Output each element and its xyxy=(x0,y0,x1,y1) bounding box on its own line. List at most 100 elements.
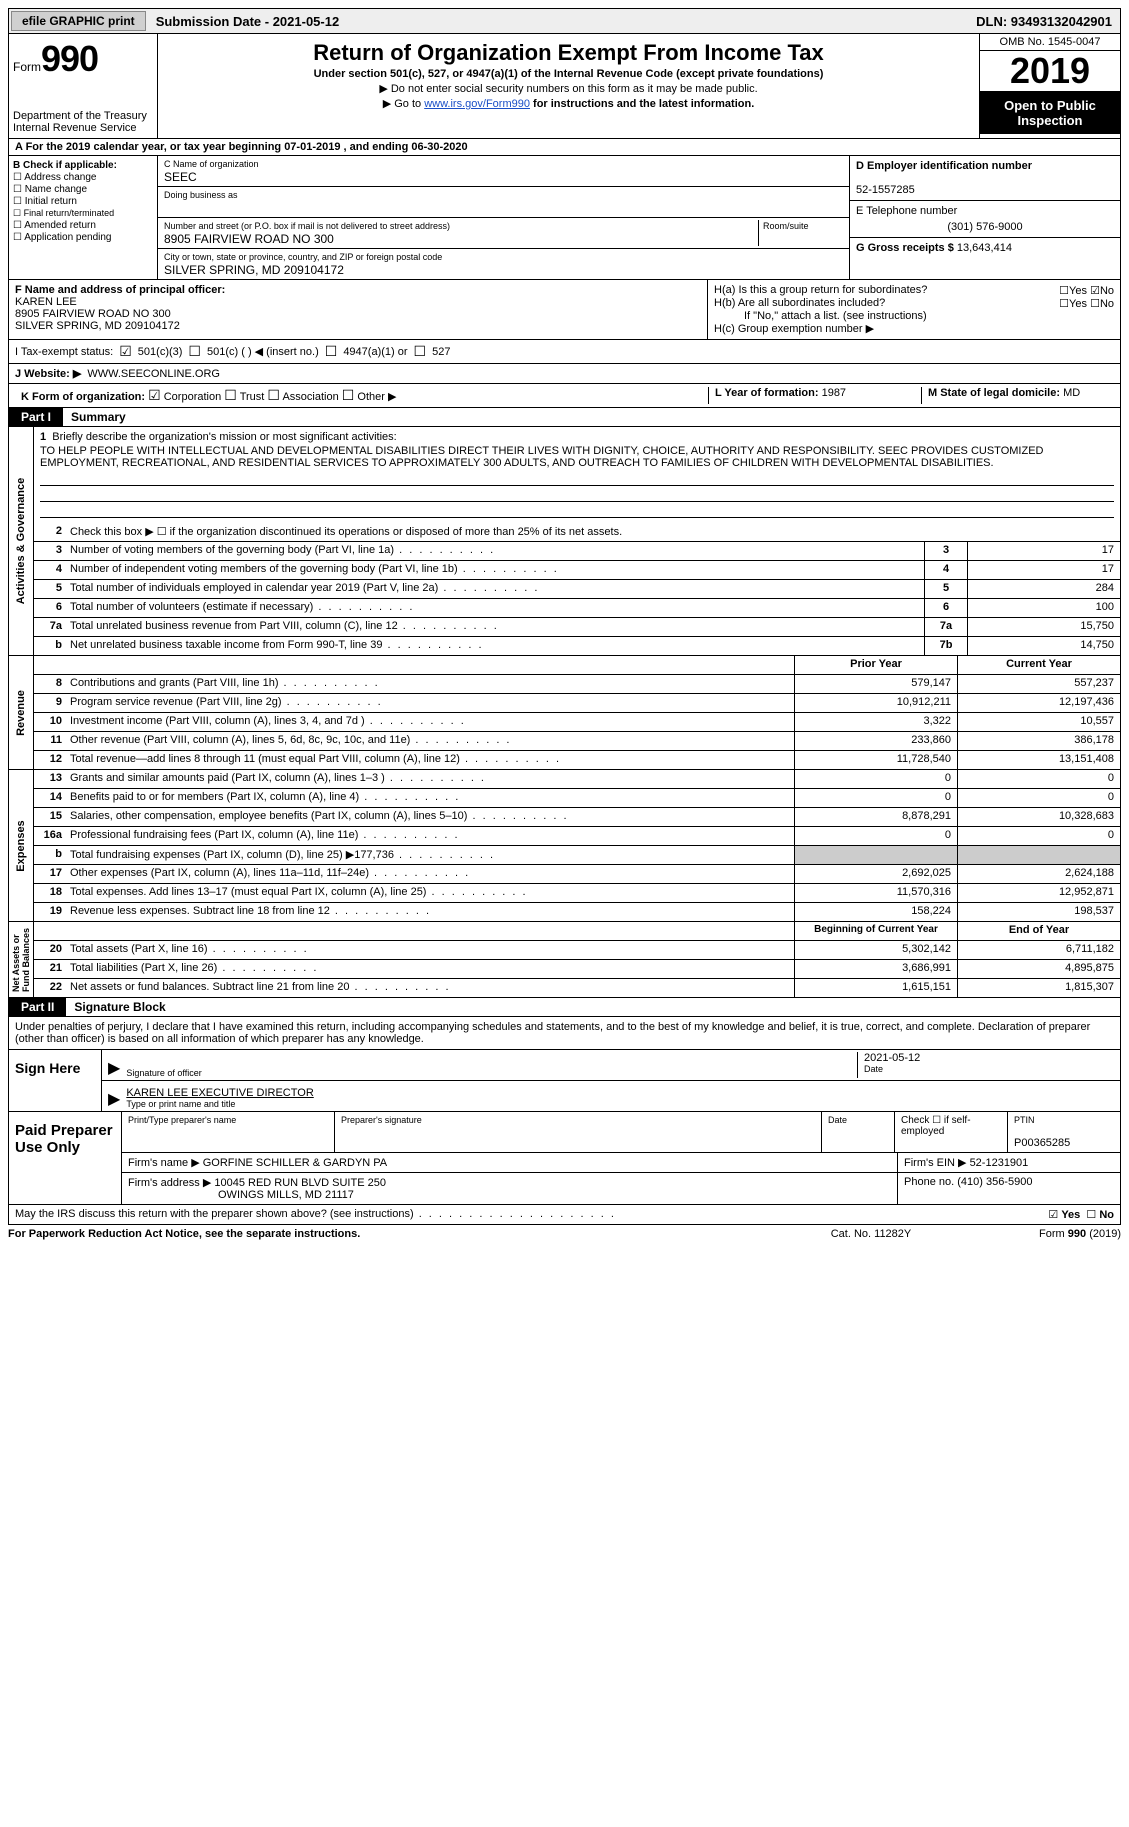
table-row: 11Other revenue (Part VIII, column (A), … xyxy=(34,732,1120,751)
box-h: H(a) Is this a group return for subordin… xyxy=(707,280,1120,339)
form-subtitle: Under section 501(c), 527, or 4947(a)(1)… xyxy=(166,68,971,80)
signature-block: Under penalties of perjury, I declare th… xyxy=(8,1017,1121,1112)
h-a-yes[interactable]: ☐Yes xyxy=(1059,284,1087,297)
form-title: Return of Organization Exempt From Incom… xyxy=(166,40,971,66)
firm-name-label: Firm's name ▶ xyxy=(128,1157,200,1169)
firm-name: GORFINE SCHILLER & GARDYN PA xyxy=(203,1157,387,1169)
cb-other[interactable]: ☐ xyxy=(342,387,355,403)
officer-addr2: SILVER SPRING, MD 209104172 xyxy=(15,320,180,332)
irs-link[interactable]: www.irs.gov/Form990 xyxy=(424,98,530,110)
table-row: 4Number of independent voting members of… xyxy=(34,561,1120,580)
table-row: 12Total revenue—add lines 8 through 11 (… xyxy=(34,751,1120,769)
firm-addr2: OWINGS MILLS, MD 21117 xyxy=(128,1189,354,1201)
tax-status-label: I Tax-exempt status: xyxy=(15,346,113,358)
table-row: 15Salaries, other compensation, employee… xyxy=(34,808,1120,827)
table-row: 13Grants and similar amounts paid (Part … xyxy=(34,770,1120,789)
fh-row: F Name and address of principal officer:… xyxy=(8,280,1121,340)
part2-tag: Part II xyxy=(9,998,66,1016)
footer-right: Form 990 (2019) xyxy=(971,1228,1121,1240)
city-label: City or town, state or province, country… xyxy=(164,252,442,262)
cb-501c3[interactable]: ☑ xyxy=(119,343,132,360)
table-row: 6Total number of volunteers (estimate if… xyxy=(34,599,1120,618)
box-l: L Year of formation: 1987 xyxy=(708,387,921,404)
org-name-label: C Name of organization xyxy=(164,159,259,169)
discuss-no[interactable]: ☐ No xyxy=(1086,1208,1114,1221)
cb-527[interactable]: ☐ xyxy=(414,343,427,360)
mission-label: Briefly describe the organization's miss… xyxy=(52,431,396,443)
sig-date: 2021-05-12 xyxy=(864,1052,920,1064)
gross-value: 13,643,414 xyxy=(957,242,1012,254)
table-row: 18Total expenses. Add lines 13–17 (must … xyxy=(34,884,1120,903)
cb-assoc[interactable]: ☐ xyxy=(267,387,280,403)
cb-initial-return[interactable]: ☐ Initial return xyxy=(13,196,153,207)
cb-address-change[interactable]: ☐ Address change xyxy=(13,172,153,183)
prep-self-emp[interactable]: Check ☐ if self-employed xyxy=(895,1112,1008,1152)
vlabel-net: Net Assets orFund Balances xyxy=(9,922,34,997)
table-row: 8Contributions and grants (Part VIII, li… xyxy=(34,675,1120,694)
klm-row: K Form of organization: ☑ Corporation ☐ … xyxy=(8,384,1121,408)
h-a-label: H(a) Is this a group return for subordin… xyxy=(714,284,1059,297)
blank-line xyxy=(40,471,1114,486)
dba-label: Doing business as xyxy=(164,190,238,200)
page-footer: For Paperwork Reduction Act Notice, see … xyxy=(8,1225,1121,1243)
box-b: B Check if applicable: ☐ Address change … xyxy=(9,156,158,279)
section-expenses: Expenses 13Grants and similar amounts pa… xyxy=(8,770,1121,922)
firm-addr: 10045 RED RUN BLVD SUITE 250 xyxy=(214,1177,386,1189)
table-row: 17Other expenses (Part IX, column (A), l… xyxy=(34,865,1120,884)
table-row: 14Benefits paid to or for members (Part … xyxy=(34,789,1120,808)
table-row: 22Net assets or fund balances. Subtract … xyxy=(34,979,1120,997)
room-label: Room/suite xyxy=(763,221,809,231)
department: Department of the Treasury Internal Reve… xyxy=(13,110,153,134)
open-inspection: Open to Public Inspection xyxy=(980,92,1120,134)
officer-label: F Name and address of principal officer: xyxy=(15,284,225,296)
table-row: 9Program service revenue (Part VIII, lin… xyxy=(34,694,1120,713)
vlabel-expenses: Expenses xyxy=(9,770,34,921)
table-row: 16aProfessional fundraising fees (Part I… xyxy=(34,827,1120,846)
box-i: I Tax-exempt status: ☑501(c)(3) ☐501(c) … xyxy=(8,340,1121,364)
arrow-icon: ▶ xyxy=(108,1089,120,1109)
table-row: 20Total assets (Part X, line 16)5,302,14… xyxy=(34,941,1120,960)
ein-value: 52-1557285 xyxy=(856,184,915,196)
preparer-label: Paid Preparer Use Only xyxy=(9,1112,121,1204)
cb-amended-return[interactable]: ☐ Amended return xyxy=(13,220,153,231)
header-left: Form990 Department of the Treasury Inter… xyxy=(9,34,158,138)
cb-app-pending[interactable]: ☐ Application pending xyxy=(13,232,153,243)
note-link: ▶ Go to www.irs.gov/Form990 for instruct… xyxy=(166,97,971,110)
h-b-no[interactable]: ☐No xyxy=(1090,297,1114,310)
end-year-hdr: End of Year xyxy=(957,922,1120,940)
form-header: Form990 Department of the Treasury Inter… xyxy=(8,34,1121,139)
addr-label: Number and street (or P.O. box if mail i… xyxy=(164,221,450,231)
header-mid: Return of Organization Exempt From Incom… xyxy=(158,34,979,138)
h-a-no[interactable]: ☑No xyxy=(1090,284,1114,297)
omb-number: OMB No. 1545-0047 xyxy=(980,34,1120,51)
prep-sig-label: Preparer's signature xyxy=(341,1115,815,1125)
sig-date-label: Date xyxy=(864,1064,1114,1074)
efile-print-button[interactable]: efile GRAPHIC print xyxy=(11,11,146,31)
cb-4947[interactable]: ☐ xyxy=(325,343,338,360)
cb-name-change[interactable]: ☐ Name change xyxy=(13,184,153,195)
part2-header: Part II Signature Block xyxy=(8,998,1121,1017)
discuss-yes[interactable]: ☑ Yes xyxy=(1048,1208,1080,1221)
h-b-yes[interactable]: ☐Yes xyxy=(1059,297,1087,310)
gross-label: G Gross receipts $ xyxy=(856,242,954,254)
ptin-label: PTIN xyxy=(1014,1115,1114,1125)
footer-cat: Cat. No. 11282Y xyxy=(771,1228,971,1240)
table-row: bNet unrelated business taxable income f… xyxy=(34,637,1120,655)
firm-addr-label: Firm's address ▶ xyxy=(128,1177,211,1189)
mission-block: 1 Briefly describe the organization's mi… xyxy=(34,427,1120,523)
tax-year: 2019 xyxy=(980,51,1120,92)
vlabel-governance: Activities & Governance xyxy=(9,427,34,655)
form-number: Form990 xyxy=(13,38,153,80)
cb-final-return[interactable]: ☐ Final return/terminated xyxy=(13,208,153,219)
table-row: 5Total number of individuals employed in… xyxy=(34,580,1120,599)
vlabel-revenue: Revenue xyxy=(9,656,34,769)
table-row: 7aTotal unrelated business revenue from … xyxy=(34,618,1120,637)
cb-trust[interactable]: ☐ xyxy=(224,387,237,403)
current-year-hdr: Current Year xyxy=(957,656,1120,674)
discuss-row: May the IRS discuss this return with the… xyxy=(8,1205,1121,1225)
preparer-block: Paid Preparer Use Only Print/Type prepar… xyxy=(8,1112,1121,1205)
cb-corp[interactable]: ☑ xyxy=(148,387,161,403)
prep-date-label: Date xyxy=(828,1115,888,1125)
cb-501c[interactable]: ☐ xyxy=(188,343,201,360)
blank-line xyxy=(40,487,1114,502)
